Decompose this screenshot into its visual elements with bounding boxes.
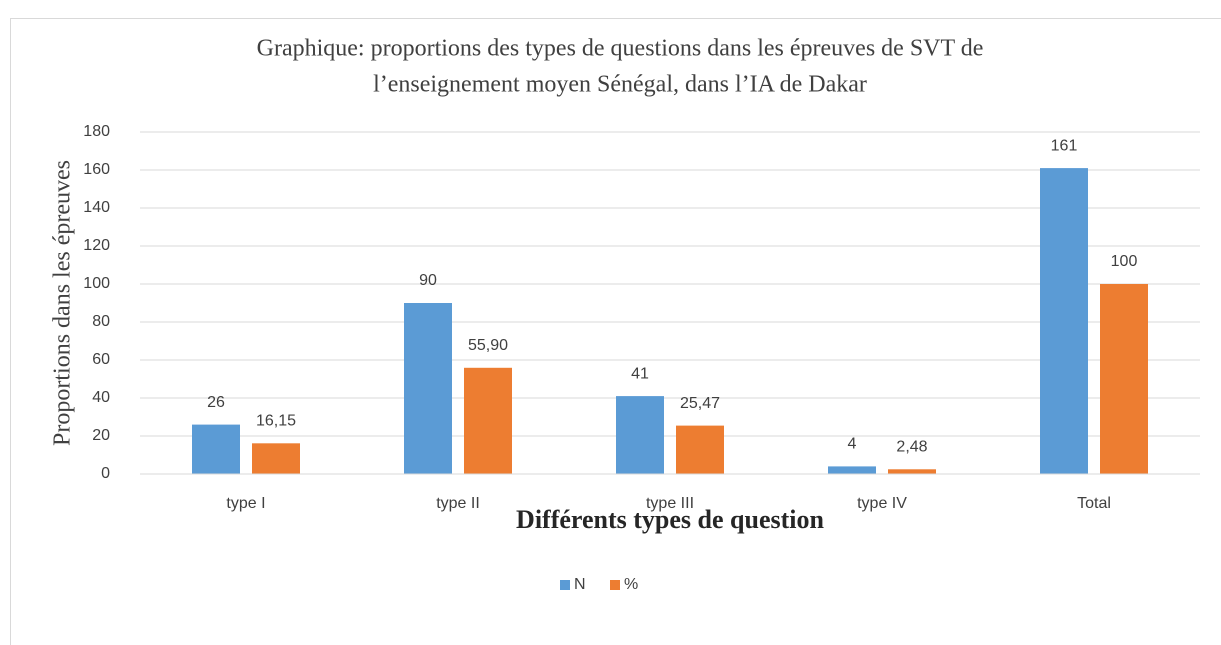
- y-tick-label: 180: [83, 123, 110, 140]
- y-tick-label: 160: [83, 161, 110, 178]
- chart-title: l’enseignement moyen Sénégal, dans l’IA …: [373, 72, 867, 98]
- x-axis-label: Différents types de question: [516, 505, 824, 534]
- y-tick-label: 120: [83, 237, 110, 254]
- bar: [828, 466, 876, 474]
- y-tick-label: 100: [83, 275, 110, 292]
- data-label: 55,90: [468, 337, 508, 354]
- data-label: 26: [207, 394, 225, 411]
- y-tick-label: 60: [92, 351, 110, 368]
- data-label: 41: [631, 365, 649, 382]
- data-label: 2,48: [896, 439, 927, 456]
- y-axis-label: Proportions dans les épreuves: [50, 160, 76, 446]
- data-label: 4: [848, 436, 857, 453]
- data-label: 90: [419, 272, 437, 289]
- legend-label: N: [574, 576, 586, 593]
- y-tick-label: 140: [83, 199, 110, 216]
- chart-frame: [10, 18, 1221, 645]
- bar: [464, 367, 512, 474]
- bar: [1100, 284, 1148, 474]
- data-label: 16,15: [256, 413, 296, 430]
- bar: [252, 443, 300, 474]
- x-tick-label: type III: [646, 495, 694, 512]
- data-label: 161: [1051, 137, 1078, 154]
- y-tick-label: 80: [92, 313, 110, 330]
- data-label: 100: [1111, 253, 1138, 270]
- x-tick-label: type II: [436, 495, 480, 512]
- bar: [1040, 168, 1088, 474]
- data-label: 25,47: [680, 395, 720, 412]
- x-tick-label: type IV: [857, 495, 907, 512]
- bar: [676, 425, 724, 474]
- bar: [616, 396, 664, 474]
- bar: [192, 424, 240, 474]
- legend-swatch: [560, 580, 570, 590]
- legend-swatch: [610, 580, 620, 590]
- chart-title: Graphique: proportions des types de ques…: [257, 36, 984, 62]
- legend-label: %: [624, 576, 638, 593]
- bar: [404, 303, 452, 474]
- y-tick-label: 0: [101, 465, 110, 482]
- bar: [888, 469, 936, 474]
- y-tick-label: 40: [92, 389, 110, 406]
- x-tick-label: Total: [1077, 495, 1111, 512]
- y-tick-label: 20: [92, 427, 110, 444]
- x-tick-label: type I: [226, 495, 265, 512]
